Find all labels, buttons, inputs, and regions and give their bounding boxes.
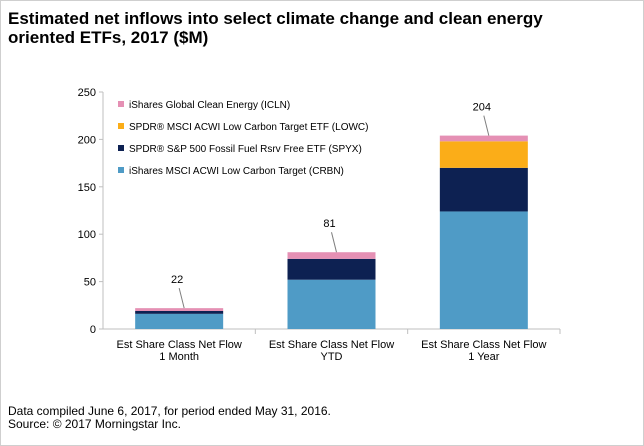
total-leader-line [483,115,490,136]
bar-segment [287,258,376,280]
y-tick-label: 100 [78,229,96,241]
bar-segment [135,310,224,314]
y-tick-label: 150 [78,182,96,194]
bar-segment [439,141,528,168]
legend-swatch [118,145,124,151]
legend-label: SPDR® MSCI ACWI Low Carbon Target ETF (L… [129,122,368,133]
x-category-label: YTD [321,351,343,363]
bar-segment [135,313,224,329]
chart-title-line-1: Estimated net inflows into select climat… [8,9,543,28]
total-leader-line [178,288,185,309]
bar-total-label: 81 [323,218,335,230]
y-tick-label: 200 [78,134,96,146]
bar-segment [287,279,376,329]
bar-segment [287,252,376,259]
footer-note: Data compiled June 6, 2017, for period e… [8,404,331,418]
legend-swatch [118,123,124,129]
bar-total-label: 204 [473,102,491,114]
footer-source: Source: © 2017 Morningstar Inc. [8,417,181,431]
legend-label: iShares Global Clean Energy (ICLN) [129,100,290,111]
x-category-label: Est Share Class Net Flow [117,339,242,351]
y-tick-label: 250 [78,87,96,99]
bar-segment [439,135,528,142]
bar-segment [439,211,528,329]
legend-label: SPDR® S&P 500 Fossil Fuel Rsrv Free ETF … [129,144,362,155]
bar-segment [439,167,528,212]
bar-total-label: 22 [171,274,183,286]
legend-label: iShares MSCI ACWI Low Carbon Target (CRB… [129,166,344,177]
chart-footer: Data compiled June 6, 2017, for period e… [8,405,331,431]
legend-swatch [118,101,124,107]
total-leader-line [331,232,337,253]
x-category-label: Est Share Class Net Flow [269,339,394,351]
y-tick-label: 50 [84,277,96,289]
chart-title-line-2: oriented ETFs, 2017 ($M) [8,28,209,47]
x-category-label: 1 Month [159,351,199,363]
legend-swatch [118,167,124,173]
x-category-label: 1 Year [468,351,500,363]
y-tick-label: 0 [90,324,96,336]
x-category-label: Est Share Class Net Flow [421,339,546,351]
bar-segment [135,308,224,311]
chart-title: Estimated net inflows into select climat… [8,9,608,47]
